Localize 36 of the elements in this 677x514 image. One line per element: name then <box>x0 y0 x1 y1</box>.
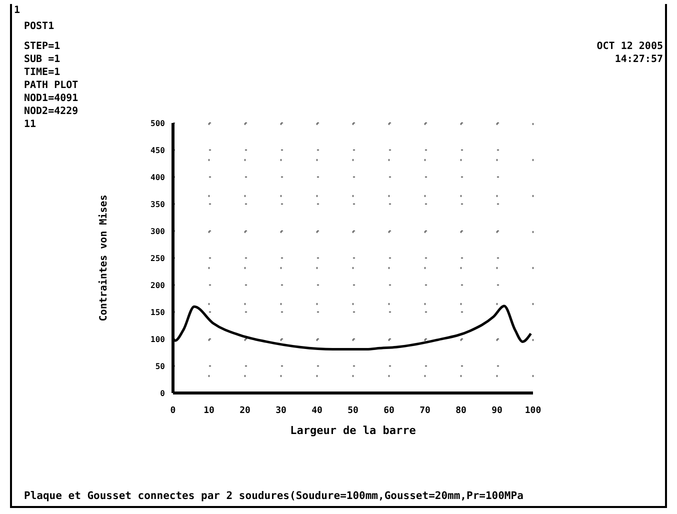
y-tick-label: 350 <box>150 200 166 209</box>
y-tick-label: 50 <box>155 362 166 371</box>
text: TIME=1 <box>24 66 62 79</box>
text: 11 <box>24 118 38 131</box>
x-tick-label: 0 <box>170 406 176 416</box>
text: STEP=1 <box>24 40 62 53</box>
y-axis-title: Contraintes von Mises <box>98 194 110 322</box>
text: Plaque et Gousset connectes par 2 soudures(Soudure=100mm,Gousset=20mm,Pr=100MPa <box>24 490 524 502</box>
y-tick-label: 100 <box>150 334 166 344</box>
x-tick-label: 50 <box>348 406 358 416</box>
x-tick-label: 100 <box>524 406 542 416</box>
x-tick-label: 20 <box>240 406 250 416</box>
y-tick-label: 250 <box>150 254 166 263</box>
x-tick-label: 30 <box>276 406 286 416</box>
text: PATH PLOT <box>24 79 78 92</box>
text: POST1 <box>24 20 56 33</box>
x-tick-label: 90 <box>492 406 502 416</box>
text: SUB =1 <box>24 53 62 66</box>
y-tick-label: 500 <box>150 118 166 128</box>
y-tick-label: 0 <box>160 388 166 398</box>
y-tick-label: 150 <box>150 308 166 317</box>
text: NOD2=4229 <box>24 105 78 118</box>
x-axis-title: Largeur de la barre <box>290 424 416 437</box>
x-tick-label: 10 <box>204 406 214 416</box>
x-tick-label: 40 <box>312 406 322 416</box>
x-tick-label: 80 <box>456 406 466 416</box>
y-tick-label: 450 <box>150 146 166 155</box>
x-tick-label: 70 <box>420 406 430 416</box>
text: NOD1=4091 <box>24 92 78 105</box>
y-tick-label: 200 <box>150 280 166 290</box>
text: 14:27:57 <box>614 53 663 66</box>
y-tick-label: 300 <box>150 226 166 236</box>
y-tick-label: 400 <box>150 172 166 182</box>
text: 1 <box>14 4 22 17</box>
text: OCT 12 2005 <box>596 40 663 53</box>
x-tick-label: 60 <box>384 406 394 416</box>
